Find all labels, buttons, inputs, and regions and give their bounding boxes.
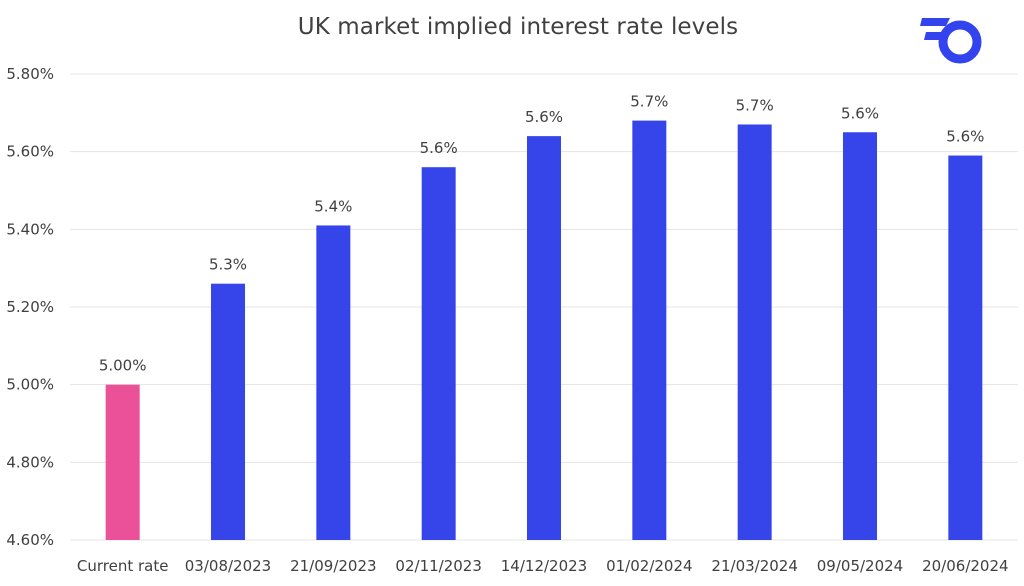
data-label: 5.00% [99,357,147,375]
bar [527,136,561,540]
y-tick-label: 4.60% [6,531,54,549]
data-label: 5.6% [946,128,984,146]
x-tick-label: Current rate [77,557,169,575]
bar [316,225,351,540]
bar [421,167,456,540]
x-tick-label: 09/05/2024 [817,557,903,575]
data-label: 5.6% [841,104,879,122]
bar [948,155,983,541]
bar [843,132,877,540]
data-label: 5.7% [630,93,668,111]
bar [105,384,140,540]
x-tick-label: 21/09/2023 [290,557,376,575]
y-tick-label: 5.80% [6,65,54,83]
y-tick-label: 4.80% [6,453,54,471]
data-label: 5.6% [525,108,563,126]
bar [737,124,772,540]
data-label: 5.6% [420,139,458,157]
brand-logo-icon [920,18,982,64]
x-tick-label: 01/02/2024 [606,557,692,575]
x-tick-label: 02/11/2023 [395,557,481,575]
data-label: 5.7% [736,96,774,114]
y-tick-label: 5.00% [6,376,54,394]
y-tick-label: 5.40% [6,220,54,238]
bar [632,120,667,540]
chart-title: UK market implied interest rate levels [297,14,739,40]
data-label: 5.3% [209,256,247,274]
bar [211,283,245,540]
data-label: 5.4% [314,197,352,215]
y-tick-label: 5.60% [6,143,54,161]
x-tick-label: 03/08/2023 [185,557,271,575]
x-tick-label: 21/03/2024 [711,557,797,575]
x-tick-label: 14/12/2023 [501,557,587,575]
x-tick-label: 20/06/2024 [922,557,1008,575]
y-tick-label: 5.20% [6,298,54,316]
